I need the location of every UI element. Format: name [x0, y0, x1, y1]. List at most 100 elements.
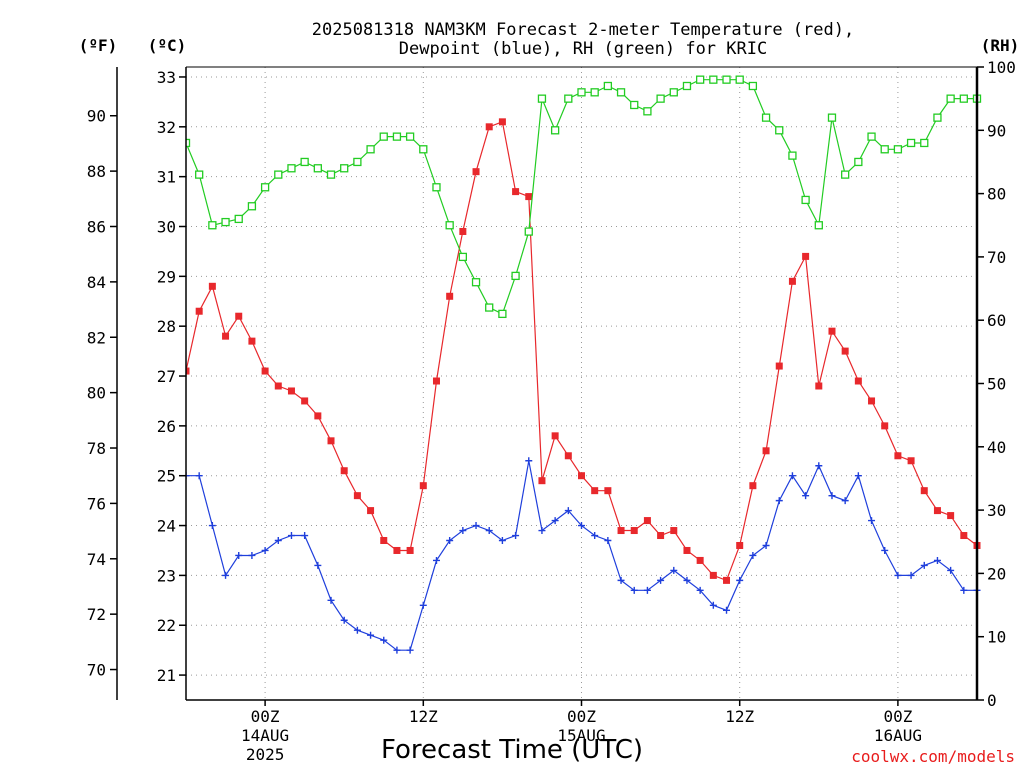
temp-point: [630, 527, 638, 535]
dewpoint-series: [186, 457, 981, 654]
dewpoint-point: [419, 601, 427, 609]
celsius-tick-label: 32: [157, 118, 176, 137]
dewpoint-point: [186, 472, 190, 480]
dewpoint-point: [749, 551, 757, 559]
x-axis-title: Forecast Time (UTC): [381, 735, 643, 765]
dewpoint-point: [723, 606, 731, 614]
temp-point: [709, 571, 717, 579]
fahrenheit-tick-label: 70: [87, 661, 106, 680]
temp-point: [551, 432, 559, 440]
fahrenheit-tick-label: 90: [87, 107, 106, 126]
temp-point: [432, 377, 440, 385]
temp-point: [868, 397, 876, 405]
dewpoint-point: [472, 522, 480, 530]
celsius-tick-label: 23: [157, 566, 176, 585]
temp-point: [881, 422, 889, 430]
rh-point: [353, 157, 362, 167]
dewpoint-point: [248, 551, 256, 559]
temp-point: [947, 512, 955, 520]
temp-point: [854, 377, 862, 385]
rh-point: [893, 145, 903, 154]
rh-point: [801, 195, 810, 205]
dewpoint-point: [762, 541, 770, 549]
rh-point: [761, 113, 771, 122]
temp-point: [340, 467, 348, 475]
dewpoint-point: [617, 576, 625, 584]
dewpoint-point: [446, 537, 454, 545]
rh-point: [841, 170, 850, 179]
series-layer: [186, 75, 982, 654]
fahrenheit-tick-label: 86: [87, 217, 106, 236]
rh-point: [709, 75, 718, 84]
temp-point: [749, 482, 757, 490]
axes: 2122232425262728293031323300Z14AUG202512…: [87, 58, 1016, 764]
dewpoint-point: [525, 457, 533, 465]
temp-point: [723, 576, 731, 584]
temp-point: [815, 382, 823, 390]
temp-point: [643, 517, 651, 525]
dewpoint-point: [841, 497, 849, 505]
temp-point: [933, 507, 941, 515]
temp-point: [393, 546, 401, 554]
temp-point: [208, 282, 216, 290]
rh-point: [788, 151, 797, 160]
rh-point: [722, 75, 731, 84]
rh-point: [630, 100, 639, 110]
temp-point: [617, 527, 625, 535]
rh-point: [247, 202, 257, 211]
temp-point: [696, 556, 704, 564]
rh-point: [696, 75, 705, 84]
dewpoint-point: [920, 561, 928, 569]
temp-point: [235, 312, 243, 320]
dewpoint-line: [186, 460, 977, 651]
dewpoint-point: [828, 492, 836, 500]
rh-tick-label: 100: [987, 58, 1016, 77]
temp-point: [406, 546, 414, 554]
rh-point: [946, 94, 955, 103]
rh-point: [195, 170, 204, 179]
chart-title-line-2: Dewpoint (blue), RH (green) for KRIC: [399, 39, 767, 59]
rh-point: [326, 170, 336, 179]
rh-point: [748, 81, 758, 91]
temp-point: [828, 327, 836, 335]
rh-point: [234, 214, 243, 224]
dewpoint-point: [868, 517, 876, 525]
temp-point: [446, 292, 454, 300]
celsius-tick-label: 26: [157, 417, 176, 436]
rh-point: [682, 81, 692, 91]
dewpoint-point: [709, 601, 717, 609]
dewpoint-point: [380, 636, 388, 644]
rh-point: [735, 75, 744, 84]
rh-point: [313, 164, 322, 173]
temp-point: [472, 168, 480, 176]
temp-point: [841, 347, 849, 355]
dewpoint-point: [327, 596, 335, 604]
dewpoint-point: [274, 537, 282, 545]
rh-point: [432, 183, 441, 192]
rh-tick-label: 40: [987, 438, 1006, 457]
temp-point: [274, 382, 282, 390]
rh-point: [274, 170, 283, 179]
temp-point: [670, 527, 678, 535]
temp-point: [788, 277, 796, 285]
dewpoint-point: [195, 472, 203, 480]
rh-point: [669, 88, 678, 97]
rh-point: [577, 88, 586, 97]
celsius-tick-label: 21: [157, 666, 176, 685]
temp-point: [248, 337, 256, 345]
dewpoint-point: [604, 537, 612, 545]
celsius-tick-label: 30: [157, 217, 176, 236]
rh-point: [814, 221, 823, 230]
temp-point: [498, 118, 506, 126]
celsius-tick-label: 31: [157, 168, 176, 187]
dewpoint-point: [406, 646, 414, 654]
fahrenheit-tick-label: 74: [87, 550, 106, 569]
temp-point: [525, 193, 533, 201]
temp-point: [186, 367, 190, 375]
rh-point: [419, 145, 428, 154]
dewpoint-point: [314, 561, 322, 569]
celsius-unit-label: (ºC): [148, 36, 187, 55]
temp-point: [894, 452, 902, 460]
dewpoint-point: [208, 522, 216, 530]
